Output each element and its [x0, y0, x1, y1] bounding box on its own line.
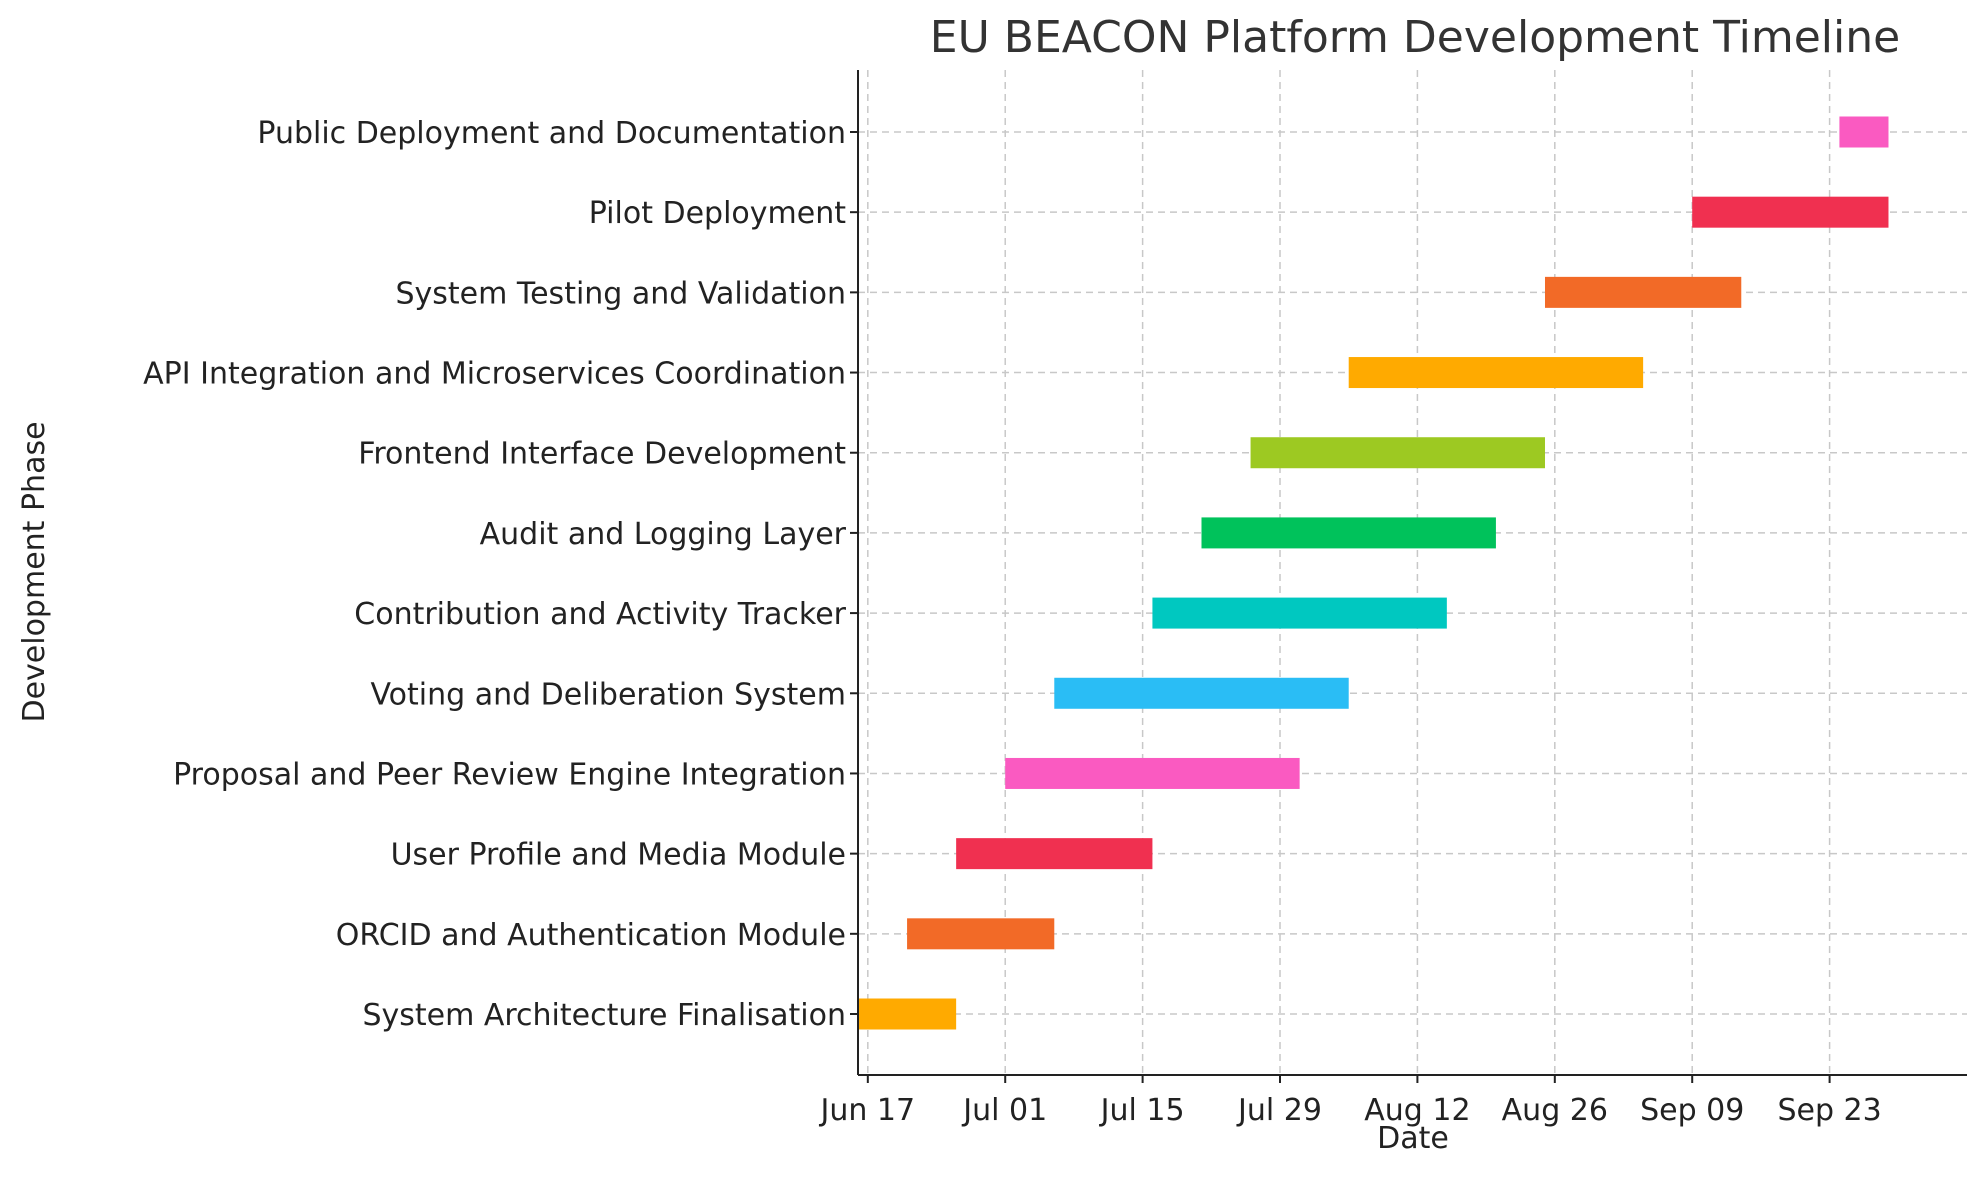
task-bar [1839, 116, 1889, 148]
y-tick-label: ORCID and Authentication Module [336, 918, 846, 953]
x-tick-label: Aug 12 [1364, 1093, 1470, 1128]
task-bar [1692, 196, 1889, 228]
x-tick-label: Sep 09 [1640, 1093, 1744, 1128]
chart-title: EU BEACON Platform Development Timeline [930, 12, 1900, 63]
y-tick-label: Frontend Interface Development [358, 437, 846, 472]
y-tick-label: API Integration and Microservices Coordi… [143, 357, 846, 392]
x-tick-label: Jul 15 [1099, 1093, 1185, 1128]
x-tick-label: Jul 29 [1236, 1093, 1322, 1128]
y-tick-label: Contribution and Activity Tracker [354, 597, 846, 632]
y-tick-label: Audit and Logging Layer [480, 517, 847, 552]
task-bar [1544, 276, 1742, 308]
task-bar [1250, 437, 1545, 469]
task-bar [907, 918, 1055, 950]
y-tick-label: Public Deployment and Documentation [257, 116, 846, 151]
y-tick-label: System Architecture Finalisation [362, 998, 846, 1033]
task-bar [858, 998, 957, 1030]
y-tick-label: User Profile and Media Module [391, 838, 846, 873]
task-bar [1054, 677, 1349, 709]
task-bar [1348, 357, 1644, 389]
y-axis-label: Development Phase [17, 421, 52, 722]
ticks-layer: Jun 17 Jul 01 Jul 15 Jul 29 Aug 12 Aug 26 Sep … [143, 116, 1882, 1128]
bars-layer [858, 116, 1889, 1030]
y-tick-label: System Testing and Validation [395, 276, 846, 311]
task-bar [1005, 757, 1300, 789]
task-bar [1152, 597, 1447, 629]
axes-layer [857, 70, 1967, 1076]
x-tick-label: Jun 17 [819, 1093, 916, 1128]
x-tick-label: Jul 01 [961, 1093, 1047, 1128]
x-axis-label: Date [1377, 1121, 1449, 1156]
y-tick-label: Voting and Deliberation System [370, 677, 846, 712]
x-tick-label: Aug 26 [1502, 1093, 1608, 1128]
x-tick-label: Sep 23 [1777, 1093, 1881, 1128]
task-bar [1201, 517, 1496, 549]
y-tick-label: Proposal and Peer Review Engine Integrat… [173, 757, 846, 792]
task-bar [956, 838, 1153, 870]
y-tick-label: Pilot Deployment [589, 196, 846, 231]
